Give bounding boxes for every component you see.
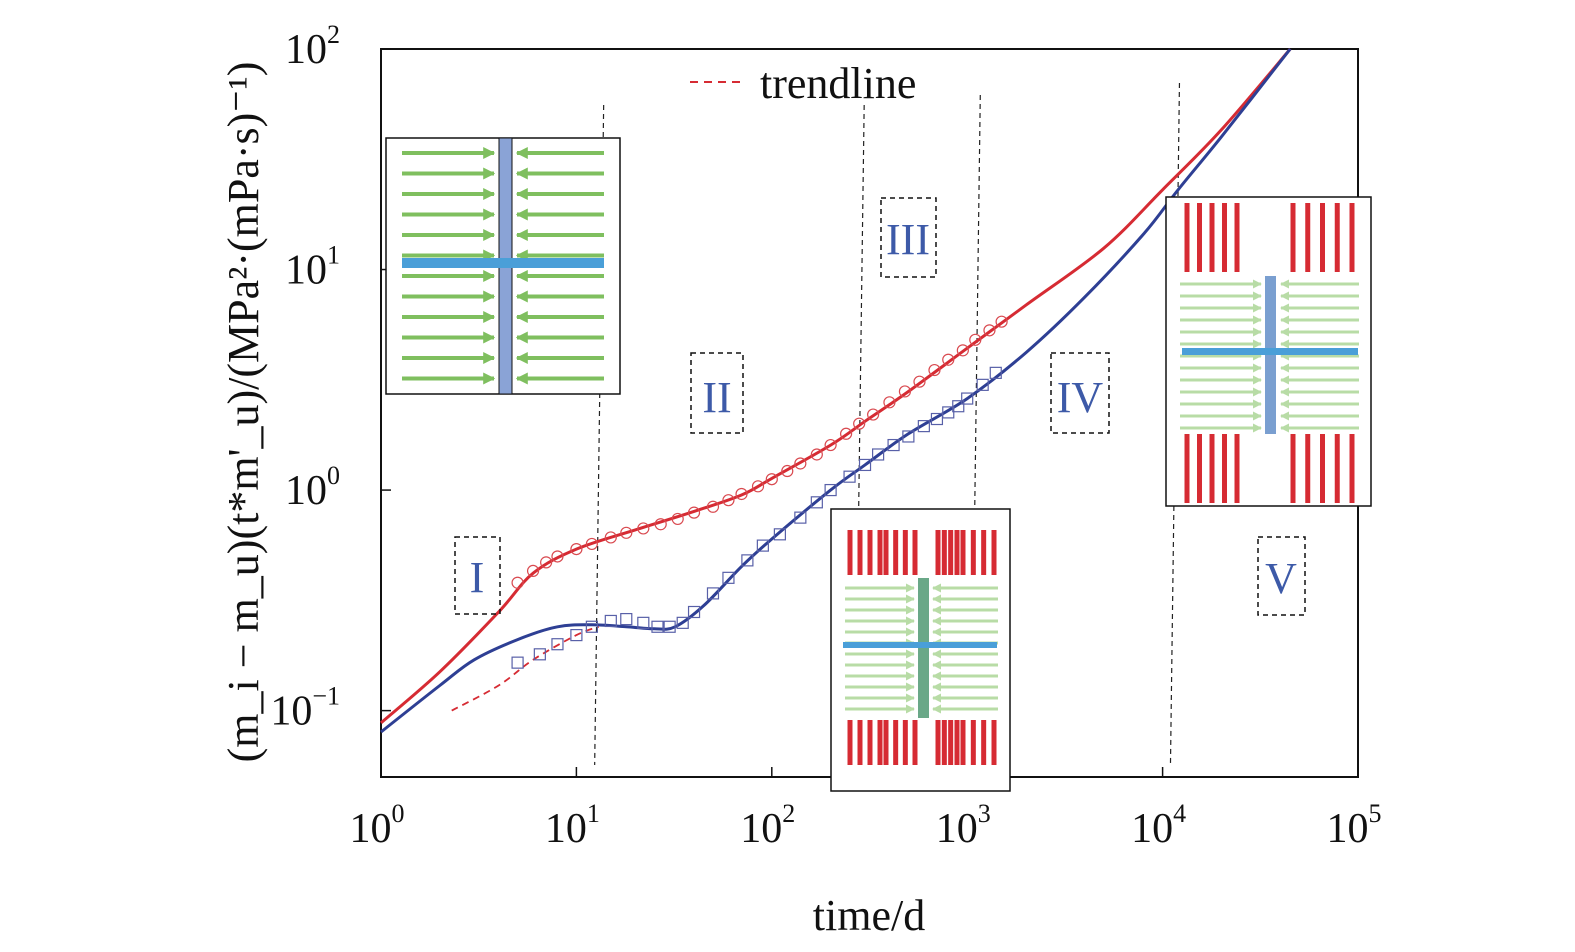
x-tick-label-2: 102 bbox=[740, 799, 795, 852]
series-blue-square-point-23 bbox=[887, 438, 900, 452]
series-blue-square-point-25 bbox=[917, 420, 930, 433]
region-label-4: IV bbox=[1057, 373, 1104, 422]
series-red-circle-point-0 bbox=[511, 576, 524, 589]
inset-bilinear-flow-diagram bbox=[830, 508, 1011, 792]
x-tick-label-1: 101 bbox=[545, 799, 600, 852]
series-red-circle-point-17 bbox=[781, 464, 794, 478]
series-blue-square-point-18 bbox=[810, 496, 823, 509]
series-blue-square-point-17 bbox=[794, 511, 807, 524]
region-box-5 bbox=[1257, 536, 1306, 616]
series-blue-square-point-1 bbox=[533, 648, 546, 661]
region-box-2 bbox=[690, 352, 744, 434]
series-blue-square-point-13 bbox=[722, 571, 735, 584]
series-red-circle-point-20 bbox=[824, 438, 837, 452]
series-blue-square-point-27 bbox=[942, 406, 955, 419]
region-box-4 bbox=[1050, 352, 1110, 434]
series-red-circle-point-16 bbox=[765, 473, 778, 486]
series-red-circle-point-5 bbox=[585, 537, 598, 551]
region-label-1: I bbox=[470, 553, 485, 602]
series-blue-square-point-7 bbox=[637, 616, 650, 629]
series-red-circle-point-28 bbox=[942, 353, 955, 366]
region-box-1 bbox=[454, 536, 501, 615]
series-blue-square-point-2 bbox=[551, 638, 564, 651]
series-blue-square-point-16 bbox=[773, 528, 786, 541]
series-blue-square-point-31 bbox=[989, 366, 1002, 379]
y-tick-label-2: 101 bbox=[285, 241, 340, 294]
series-blue-square-point-14 bbox=[741, 554, 754, 567]
series-blue-square-point-9 bbox=[663, 620, 676, 633]
series-red-circle-point-4 bbox=[570, 542, 583, 556]
series-red-circle-point-24 bbox=[883, 396, 896, 409]
region-box-3 bbox=[880, 197, 937, 278]
series-red-circle-point-12 bbox=[706, 500, 720, 513]
series-red-circle-point-15 bbox=[751, 480, 765, 493]
x-axis-label: time/d bbox=[813, 891, 925, 940]
series-red-circle-point-29 bbox=[956, 344, 969, 357]
series-red-circle-point-25 bbox=[898, 385, 912, 398]
series-blue-square-point-0 bbox=[511, 656, 524, 669]
axis-ticks: 100 101 102 103 104 105 10−1 100 101 102 bbox=[270, 20, 1381, 852]
series-red-circle-point-14 bbox=[735, 487, 748, 501]
series-red-circle-point-27 bbox=[928, 363, 941, 377]
series-red-circle-point-13 bbox=[722, 494, 735, 507]
series-layer bbox=[380, 48, 1292, 734]
series-blue-square-point-5 bbox=[604, 614, 617, 628]
series-red-circle-point-26 bbox=[913, 375, 926, 388]
series-blue-square-point-28 bbox=[952, 400, 965, 413]
series-red-circle-point-32 bbox=[995, 315, 1008, 328]
series-red-circle-point-31 bbox=[983, 324, 996, 337]
series-red-circle-point-30 bbox=[969, 333, 982, 346]
series-red-circle-point-10 bbox=[671, 512, 684, 526]
series-blue-square-point-15 bbox=[756, 539, 769, 552]
series-blue-square-point-12 bbox=[706, 587, 720, 600]
series-blue-square-point-20 bbox=[843, 470, 856, 483]
inset-boundary-flow-diagram bbox=[1165, 196, 1372, 507]
series-red-circle-point-23 bbox=[867, 408, 880, 421]
series-blue-square-point-3 bbox=[570, 628, 583, 642]
x-tick-label-3: 103 bbox=[936, 799, 991, 852]
series-red-circle-point-19 bbox=[810, 448, 823, 461]
region-boundary-line-4 bbox=[1169, 82, 1181, 766]
series-blue-square-point-29 bbox=[961, 392, 974, 405]
y-tick-label-1: 100 bbox=[285, 461, 340, 514]
series-blue-square-point-22 bbox=[872, 448, 885, 461]
series-blue-square-point-11 bbox=[687, 605, 701, 619]
series-red-circle-point-1 bbox=[526, 564, 540, 578]
series-blue-square-point-21 bbox=[858, 458, 872, 472]
series-blue-square-point-8 bbox=[651, 620, 664, 633]
series-blue-square-point-26 bbox=[930, 412, 944, 426]
series-red-circle-point-22 bbox=[853, 417, 866, 430]
series-red-solid-line bbox=[380, 48, 1292, 725]
y-axis-label: (m_i − m_u)(t*m'_u)/(MPa²·(mPa·s)⁻¹) bbox=[219, 62, 268, 763]
series-red-circle-point-2 bbox=[540, 556, 553, 569]
series-red-dashed-line bbox=[451, 625, 599, 712]
series-red-circle-point-7 bbox=[620, 526, 633, 539]
series-red-circle-point-6 bbox=[604, 531, 617, 544]
region-label-5: V bbox=[1265, 554, 1297, 603]
x-tick-label-0: 100 bbox=[350, 799, 405, 852]
series-red-circle-point-3 bbox=[551, 550, 564, 563]
y-tick-label-3: 102 bbox=[285, 20, 340, 73]
series-red-circle-point-18 bbox=[794, 457, 807, 470]
y-tick-label-0: 10−1 bbox=[270, 682, 340, 735]
series-blue-square-point-10 bbox=[676, 616, 689, 629]
series-red-circle-point-21 bbox=[839, 427, 853, 440]
series-blue-square-point-4 bbox=[585, 620, 598, 633]
region-label-3: III bbox=[886, 215, 930, 264]
series-blue-square-point-24 bbox=[902, 430, 915, 443]
series-blue-solid-line bbox=[380, 48, 1292, 734]
series-blue-square-point-19 bbox=[824, 483, 837, 497]
legend-label: trendline bbox=[760, 59, 916, 108]
series-blue-square-point-6 bbox=[620, 612, 633, 626]
series-red-circle-point-11 bbox=[687, 506, 701, 519]
region-label-2: II bbox=[702, 373, 731, 422]
x-tick-label-4: 104 bbox=[1131, 799, 1186, 852]
series-red-circle-point-9 bbox=[654, 518, 667, 531]
inset-linear-flow-diagram bbox=[385, 137, 621, 395]
series-red-circle-point-8 bbox=[637, 522, 650, 535]
series-blue-square-point-30 bbox=[976, 378, 989, 391]
x-tick-label-5: 105 bbox=[1327, 799, 1382, 852]
